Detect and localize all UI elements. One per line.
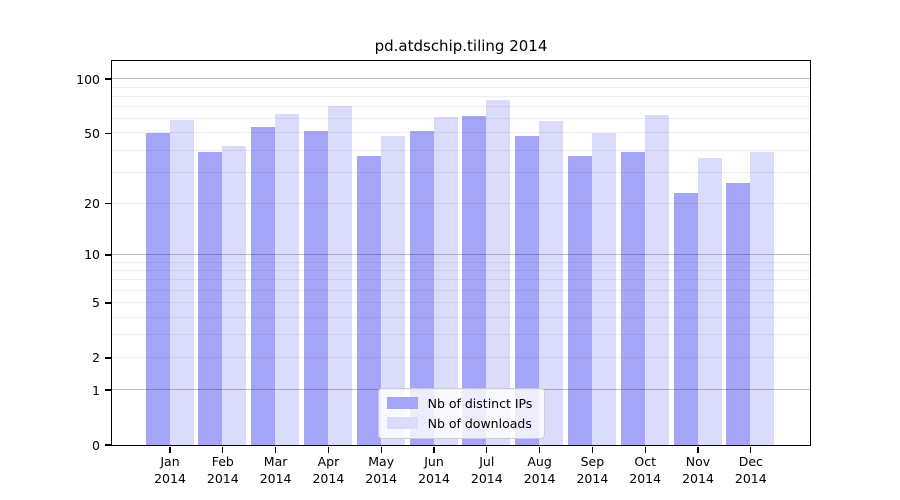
x-tick-label-may: May 2014: [365, 454, 398, 486]
y-tick-5: [104, 302, 112, 304]
y-tick-20: [104, 202, 112, 205]
y-tick-50: [104, 132, 112, 134]
x-tick-may: [380, 446, 382, 453]
legend-swatch-downloads: [386, 417, 418, 430]
x-tick-nov: [697, 446, 699, 453]
x-tick-label-sep: Sep 2014: [576, 454, 609, 486]
y-tick-label-0: 0: [92, 437, 100, 453]
x-tick-label-jul: Jul 2014: [470, 454, 503, 486]
bar-downloads-feb: [222, 146, 247, 445]
x-tick-sep: [591, 446, 594, 453]
x-tick-jun: [433, 446, 435, 453]
y-tick-label-100: 100: [76, 71, 100, 87]
bar-distinct-ips-apr: [303, 131, 328, 445]
x-tick-dec: [750, 446, 752, 453]
bar-downloads-apr: [327, 105, 352, 445]
y-tick-label-20: 20: [84, 196, 100, 212]
x-tick-jan: [169, 446, 171, 453]
y-tick-label-1: 1: [92, 382, 100, 398]
x-tick-label-mar: Mar 2014: [259, 454, 292, 486]
bar-distinct-ips-sep: [567, 156, 592, 445]
x-tick-label-aug: Aug 2014: [523, 454, 556, 486]
x-tick-label-feb: Feb 2014: [206, 454, 239, 486]
bar-downloads-sep: [591, 132, 616, 445]
x-tick-label-jan: Jan 2014: [154, 454, 186, 486]
x-tick-jul: [486, 446, 488, 453]
bar-distinct-ips-jan: [145, 132, 170, 445]
y-tick-0: [104, 444, 112, 446]
x-tick-apr: [327, 446, 330, 453]
bar-distinct-ips-mar: [251, 126, 276, 445]
legend-item-distinct-ips: Nb of distinct IPs: [386, 395, 533, 411]
bar-distinct-ips-may: [356, 156, 381, 445]
bar-distinct-ips-feb: [198, 152, 223, 445]
y-tick-label-5: 5: [92, 295, 100, 311]
x-tick-mar: [274, 446, 277, 453]
bar-downloads-oct: [644, 114, 669, 445]
bar-downloads-nov: [697, 158, 722, 445]
bars-layer: [112, 61, 810, 445]
bar-downloads-jan: [169, 120, 194, 445]
legend: Nb of distinct IPs Nb of downloads: [377, 387, 546, 439]
bar-downloads-mar: [275, 113, 300, 445]
x-tick-label-apr: Apr 2014: [312, 454, 345, 486]
legend-label-downloads: Nb of downloads: [427, 415, 532, 431]
y-tick-100: [104, 78, 112, 80]
plot-area: Nb of distinct IPs Nb of downloads: [110, 59, 811, 446]
x-tick-feb: [222, 446, 224, 453]
x-tick-aug: [538, 446, 541, 453]
y-tick-label-50: 50: [84, 125, 100, 141]
bar-downloads-dec: [750, 152, 775, 445]
x-tick-label-dec: Dec 2014: [734, 454, 767, 486]
x-tick-label-oct: Oct 2014: [629, 454, 662, 486]
bar-distinct-ips-oct: [620, 152, 645, 445]
bar-downloads-jul: [486, 100, 511, 445]
bar-distinct-ips-dec: [726, 183, 751, 445]
y-tick-2: [104, 357, 112, 359]
x-tick-oct: [644, 446, 646, 453]
chart-title: pd.atdschip.tiling 2014: [374, 37, 548, 55]
y-tick-label-2: 2: [92, 350, 100, 366]
bar-distinct-ips-nov: [673, 192, 698, 445]
y-tick-10: [104, 254, 112, 256]
y-tick-label-10: 10: [84, 247, 100, 263]
y-tick-1: [104, 389, 112, 391]
legend-item-downloads: Nb of downloads: [386, 415, 533, 431]
legend-label-distinct-ips: Nb of distinct IPs: [427, 395, 533, 411]
x-tick-label-nov: Nov 2014: [682, 454, 714, 486]
legend-swatch-distinct-ips: [386, 397, 418, 410]
x-tick-label-jun: Jun 2014: [418, 454, 450, 486]
